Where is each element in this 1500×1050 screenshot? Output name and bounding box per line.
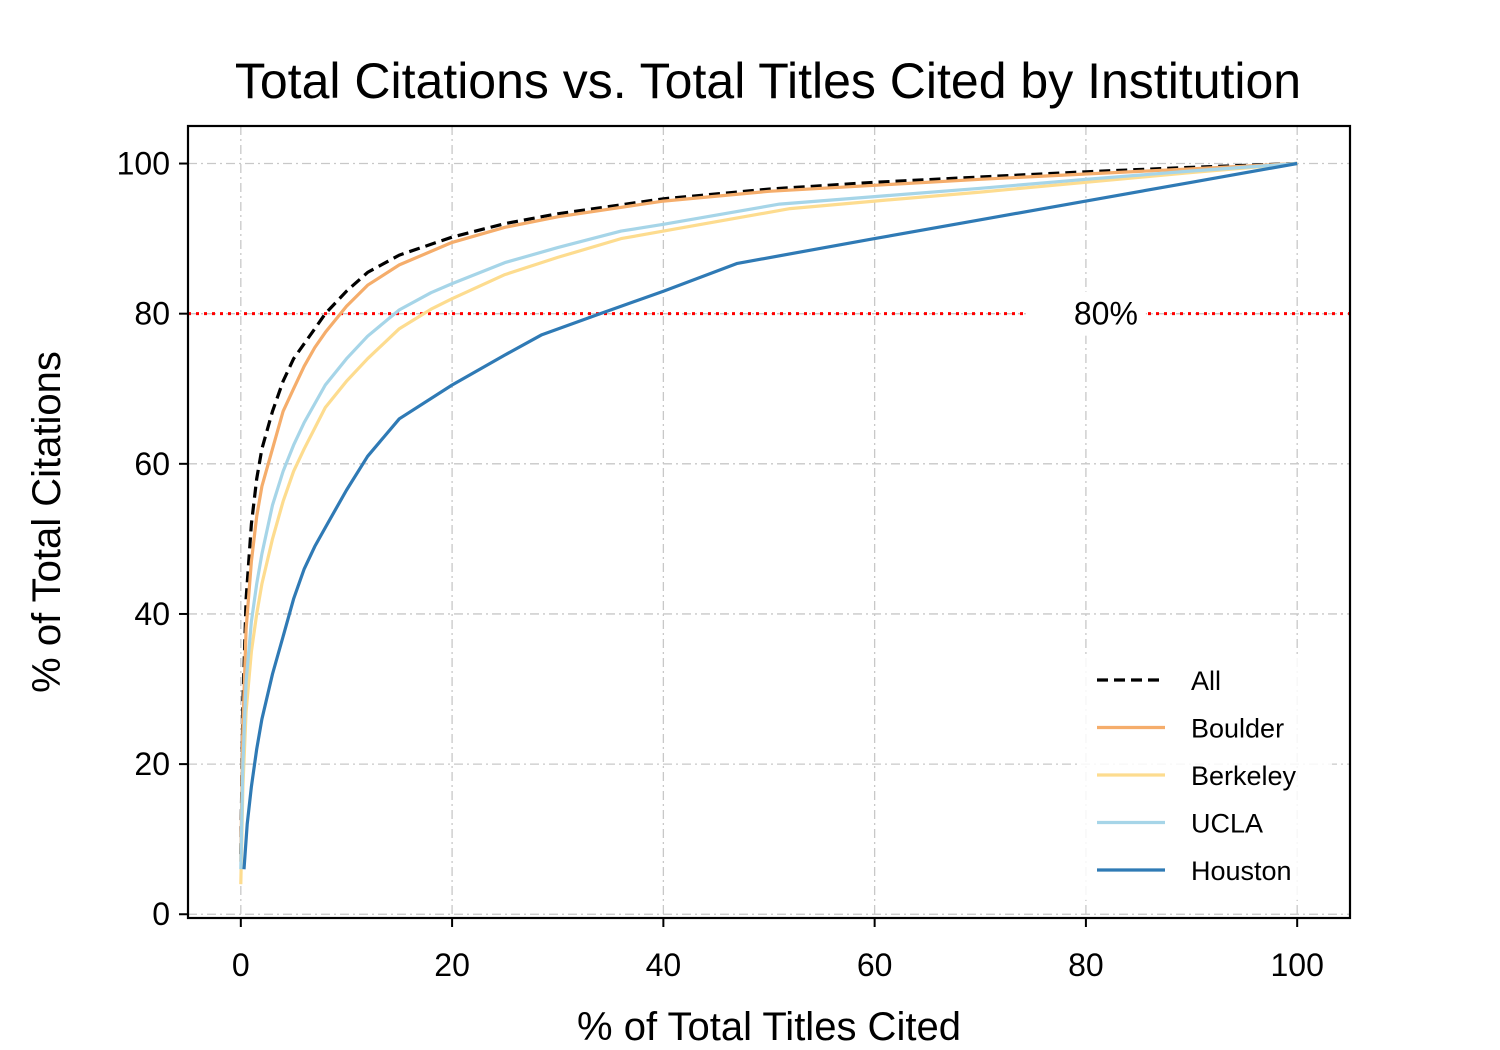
x-tick-label: 20 xyxy=(434,947,470,983)
reference-label-background xyxy=(1025,291,1146,336)
y-axis-label: % of Total Citations xyxy=(25,351,69,693)
y-tick-label: 100 xyxy=(117,146,170,182)
y-tick-label: 40 xyxy=(134,596,170,632)
series-line-ucla xyxy=(239,161,1298,870)
legend-label-houston: Houston xyxy=(1191,856,1292,886)
legend-label-ucla: UCLA xyxy=(1191,809,1263,839)
legend-label-all: All xyxy=(1191,666,1221,696)
legend-box xyxy=(1080,655,1332,900)
chart-title: Total Citations vs. Total Titles Cited b… xyxy=(235,53,1301,109)
x-tick-label: 0 xyxy=(232,947,250,983)
x-axis-ticks: 0 20 40 60 80 100 xyxy=(232,918,1324,983)
x-tick-label: 80 xyxy=(1068,947,1104,983)
series-line-houston xyxy=(242,161,1298,870)
series-line-all xyxy=(239,161,1298,855)
plot-frame xyxy=(186,124,1352,920)
y-tick-label: 60 xyxy=(134,446,170,482)
x-tick-label: 60 xyxy=(857,947,893,983)
y-tick-label: 20 xyxy=(134,746,170,782)
series-line-berkeley xyxy=(239,161,1298,885)
legend: All Boulder Berkeley UCLA Houston xyxy=(1080,655,1332,900)
x-axis-label: % of Total Titles Cited xyxy=(577,1005,961,1049)
series-line-boulder xyxy=(239,161,1298,862)
y-axis-ticks: 0 20 40 60 80 100 xyxy=(117,146,188,932)
reference-line-group: 80% xyxy=(188,291,1350,336)
series-lines xyxy=(239,161,1298,885)
reference-line-label: 80% xyxy=(1074,296,1138,332)
y-tick-label: 80 xyxy=(134,296,170,332)
x-tick-label: 100 xyxy=(1270,947,1323,983)
x-tick-label: 40 xyxy=(646,947,682,983)
legend-label-boulder: Boulder xyxy=(1191,714,1284,744)
legend-label-berkeley: Berkeley xyxy=(1191,761,1297,791)
y-tick-label: 0 xyxy=(152,896,170,932)
